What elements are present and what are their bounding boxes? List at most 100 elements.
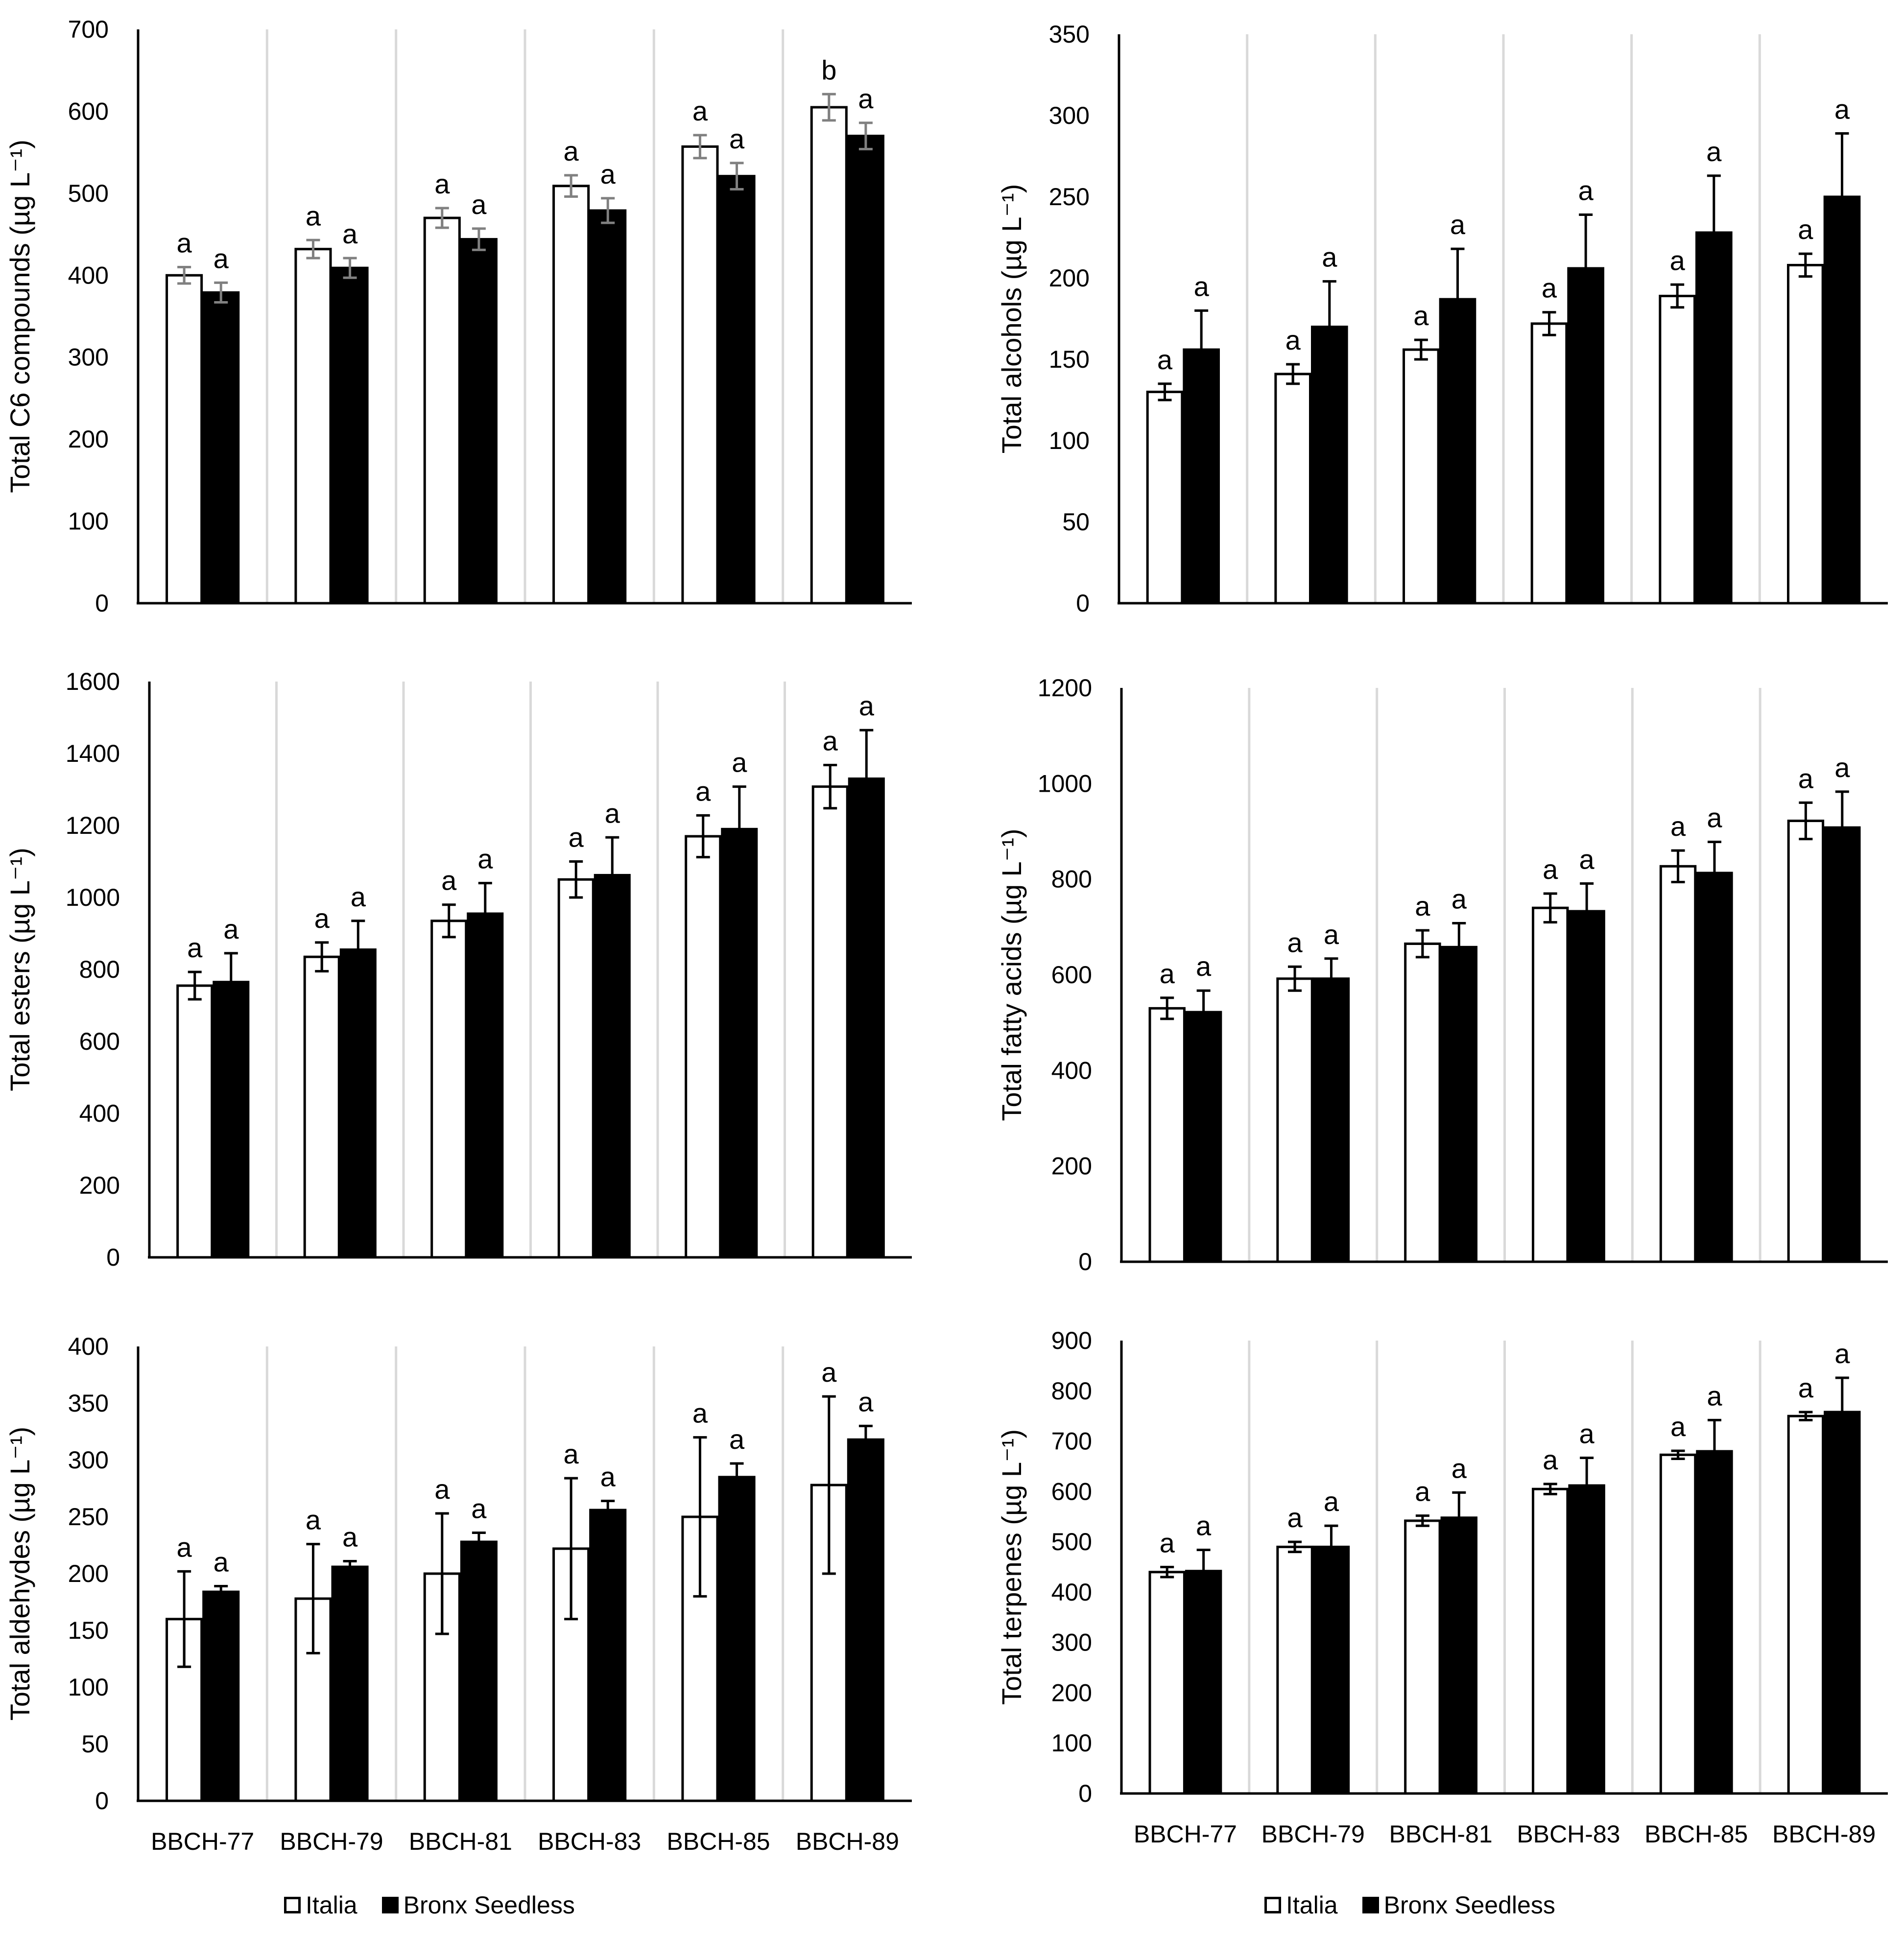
bar-italia (1787, 820, 1825, 1263)
bar-bronx (589, 1509, 627, 1802)
significance-letter: a (1707, 1380, 1722, 1411)
y-tick-label: 200 (68, 425, 109, 453)
significance-letter: a (1834, 752, 1850, 783)
bar-bronx (460, 238, 498, 605)
significance-letter: a (223, 914, 239, 944)
bar-italia (811, 785, 849, 1259)
significance-letter: a (214, 243, 229, 274)
chart-panel-5: 0 50 100 150 200 250 300 350 400 Total aldehydes … (4, 1333, 912, 1855)
significance-letter: a (471, 189, 487, 220)
y-tick-label: 1200 (1038, 674, 1092, 702)
legend-swatch-bronx (381, 1897, 399, 1913)
x-tick-label: BBCH-89 (1772, 1820, 1876, 1848)
bar-bronx (331, 266, 369, 605)
significance-letter: a (732, 747, 747, 778)
bar-bronx (202, 291, 240, 605)
legend-right: Italia Bronx Seedless (1264, 1891, 1580, 1919)
bar-italia (423, 216, 461, 605)
bar-italia (176, 984, 214, 1259)
y-tick-label: 400 (68, 261, 109, 289)
bar-bronx (718, 1476, 756, 1802)
bar-italia (1404, 943, 1441, 1263)
chart-panel-1: 0 100 200 300 400 500 600 700 Total C6 compounds… (4, 16, 912, 617)
significance-letter: a (1196, 1510, 1212, 1541)
x-tick-label: BBCH-89 (796, 1828, 899, 1855)
bar-italia (685, 835, 722, 1259)
y-tick-label: 300 (68, 1446, 109, 1474)
significance-letter: a (306, 200, 321, 231)
bar-italia (1403, 348, 1440, 605)
bar-bronx (1185, 1570, 1222, 1795)
bar-italia (1787, 1415, 1825, 1795)
significance-letter: a (1670, 245, 1686, 276)
legend-label-italia: Italia (306, 1891, 357, 1919)
bar-bronx (721, 827, 758, 1259)
significance-letter: a (441, 865, 457, 896)
bar-bronx (339, 948, 377, 1259)
significance-letter: a (1543, 854, 1558, 885)
significance-letter: a (1706, 136, 1722, 167)
significance-letter: a (1798, 763, 1814, 794)
significance-letter: a (1322, 242, 1337, 273)
bar-bronx (1567, 267, 1604, 605)
y-tick-label: 600 (1051, 961, 1092, 989)
y-tick-label: 700 (1051, 1428, 1092, 1455)
significance-letter: a (692, 95, 708, 126)
significance-letter: a (1798, 1372, 1814, 1403)
significance-letter: a (1160, 1528, 1175, 1558)
y-tick-label: 500 (1051, 1528, 1092, 1556)
bar-bronx (589, 209, 627, 605)
legend-label-italia-right: Italia (1286, 1891, 1338, 1919)
significance-letter: a (859, 690, 875, 721)
significance-letter: a (177, 228, 192, 259)
significance-letter: a (1287, 1502, 1303, 1533)
y-tick-label: 350 (68, 1390, 109, 1417)
bar-italia (552, 185, 590, 605)
bar-italia (1531, 906, 1569, 1263)
legend-swatch-bronx-right (1362, 1897, 1379, 1913)
bar-italia (1659, 295, 1696, 605)
x-tick-label: BBCH-83 (1517, 1820, 1620, 1848)
significance-letter: a (858, 83, 874, 114)
y-tick-label: 0 (95, 590, 109, 617)
bar-italia (1530, 322, 1568, 605)
significance-letter: a (351, 881, 366, 912)
bar-italia (303, 955, 340, 1259)
bar-italia (1274, 373, 1312, 605)
y-tick-label: 0 (1078, 1780, 1092, 1807)
significance-letter: a (1415, 1476, 1430, 1507)
bar-italia (1148, 1571, 1186, 1795)
bar-italia (1148, 1007, 1186, 1263)
y-tick-label: 150 (68, 1617, 109, 1644)
bar-bronx (1311, 326, 1348, 605)
y-axis-label: Total C6 compounds (µg L⁻¹) (4, 140, 35, 493)
y-tick-label: 300 (68, 344, 109, 371)
significance-letter: a (695, 776, 711, 806)
significance-letter: a (477, 844, 493, 874)
y-axis-label: Total aldehydes (µg L⁻¹) (4, 1427, 35, 1721)
significance-letter: a (471, 1493, 487, 1524)
bar-italia (1276, 977, 1313, 1263)
x-tick-label: BBCH-81 (1389, 1820, 1492, 1848)
y-tick-label: 1600 (66, 668, 120, 695)
bar-italia (294, 248, 332, 605)
y-tick-label: 100 (68, 508, 109, 535)
y-tick-label: 600 (68, 97, 109, 125)
significance-letter: a (1707, 802, 1722, 833)
y-tick-label: 600 (79, 1028, 120, 1055)
significance-letter: a (600, 159, 616, 189)
bar-bronx (1568, 910, 1605, 1263)
y-tick-label: 800 (1051, 866, 1092, 893)
bar-italia (430, 920, 468, 1259)
y-tick-label: 800 (1051, 1377, 1092, 1405)
bar-bronx (331, 1565, 369, 1802)
significance-letter: a (1157, 344, 1173, 375)
y-tick-label: 150 (1049, 346, 1090, 373)
bar-bronx (718, 175, 756, 605)
significance-letter: a (1287, 927, 1303, 958)
y-tick-label: 50 (1062, 508, 1090, 536)
y-tick-label: 600 (1051, 1478, 1092, 1505)
significance-letter: a (1579, 844, 1595, 874)
significance-letter: a (692, 1398, 708, 1429)
x-tick-label: BBCH-77 (1134, 1820, 1237, 1848)
